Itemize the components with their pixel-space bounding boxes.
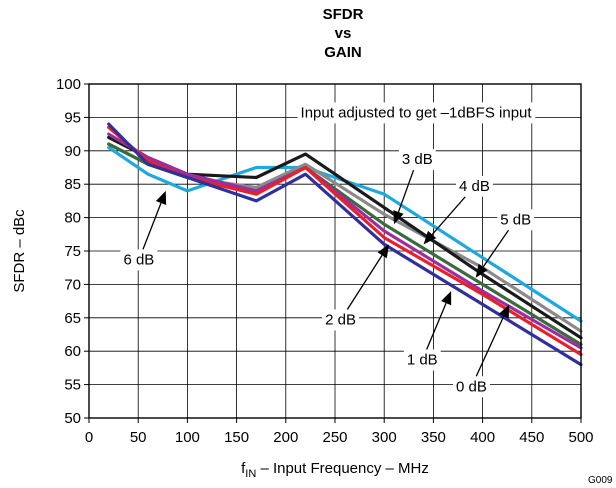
annotation-arrow-head: [377, 244, 390, 259]
annotation: 2 dB: [322, 244, 390, 331]
annotations: Input adjusted to get –1dBFS input 3 dB 4 …: [120, 102, 536, 398]
x-axis-label-rest: – Input Frequency – MHz: [256, 460, 429, 477]
annotation: 1 dB: [403, 291, 452, 371]
chart-title-line-2: vs: [335, 25, 352, 42]
figure-id: G009: [588, 475, 613, 486]
annotation: Input adjusted to get –1dBFS input: [297, 102, 536, 124]
y-tick-label: 60: [64, 343, 81, 360]
x-tick-label: 450: [519, 429, 544, 446]
annotation-arrow-shaft: [475, 315, 505, 377]
annotation-background: [297, 102, 536, 124]
x-tick-label: 100: [175, 429, 200, 446]
y-tick-label: 55: [64, 377, 81, 394]
annotation-arrow-head: [475, 263, 488, 278]
annotation-arrow-head: [441, 291, 452, 306]
annotation-background: [403, 349, 441, 371]
annotation-arrow-shaft: [482, 229, 510, 268]
x-tick-label: 500: [568, 429, 593, 446]
annotation-background: [453, 376, 490, 398]
x-tick-label: 150: [224, 429, 249, 446]
grid: [89, 84, 581, 418]
annotation-arrow-shaft: [397, 169, 415, 213]
annotation: 4 dB: [423, 175, 493, 245]
y-tick-label: 70: [64, 276, 81, 293]
annotation-background: [120, 249, 158, 271]
annotation-label: 3 dB: [402, 151, 433, 168]
annotation-background: [455, 175, 493, 197]
x-tick-label: 50: [130, 429, 147, 446]
y-tick-label: 75: [64, 243, 81, 260]
annotation-label: 5 dB: [500, 211, 531, 228]
series-line-0-db: [107, 122, 583, 367]
chart-title-line-1: SFDR: [323, 6, 364, 23]
y-tick-label: 85: [64, 176, 81, 193]
annotation-label: 2 dB: [325, 311, 356, 328]
annotation-background: [322, 309, 360, 331]
series-lines: [107, 122, 583, 367]
annotation-arrow-head: [155, 190, 167, 205]
x-axis-label-prefix: f: [241, 460, 246, 477]
annotation-arrow-head: [423, 230, 437, 245]
annotation: 6 dB: [120, 190, 167, 271]
x-axis-label: fIN – Input Frequency – MHz: [241, 460, 429, 480]
y-tick-label: 80: [64, 210, 81, 227]
annotation-label: 6 dB: [123, 251, 154, 268]
annotation-label: 1 dB: [407, 352, 438, 369]
x-tick-label: 0: [85, 429, 93, 446]
annotation: 5 dB: [475, 209, 535, 278]
x-tick-label: 250: [322, 429, 347, 446]
annotation: 0 dB: [453, 304, 510, 398]
annotation-arrow-shaft: [426, 302, 447, 350]
y-axis-label: SFDR – dBc: [11, 209, 28, 293]
annotation-label: 0 dB: [456, 378, 487, 395]
y-tick-label: 100: [56, 76, 81, 93]
y-tick-label: 90: [64, 143, 81, 160]
y-tick-label: 65: [64, 310, 81, 327]
annotation-arrow-shaft: [346, 254, 383, 310]
x-tick-label: 200: [273, 429, 298, 446]
annotation-background: [398, 149, 436, 171]
x-tick-label: 400: [470, 429, 495, 446]
y-tick-label: 50: [64, 410, 81, 427]
annotation-arrow-head: [498, 304, 510, 319]
chart-title-line-3: GAIN: [324, 44, 362, 61]
annotation-arrow-head: [393, 210, 404, 225]
series-line-1-db: [107, 125, 583, 357]
x-tick-label: 300: [372, 429, 397, 446]
annotation-arrow-shaft: [142, 202, 162, 250]
annotation-label: Input adjusted to get –1dBFS input: [301, 104, 533, 121]
annotation: 3 dB: [393, 149, 436, 225]
annotation-arrow-shaft: [431, 196, 466, 235]
x-tick-label: 350: [421, 429, 446, 446]
annotation-background: [497, 209, 535, 231]
annotation-label: 4 dB: [459, 178, 490, 195]
y-tick-label: 95: [64, 109, 81, 126]
x-axis-label-subscript: IN: [245, 468, 256, 480]
